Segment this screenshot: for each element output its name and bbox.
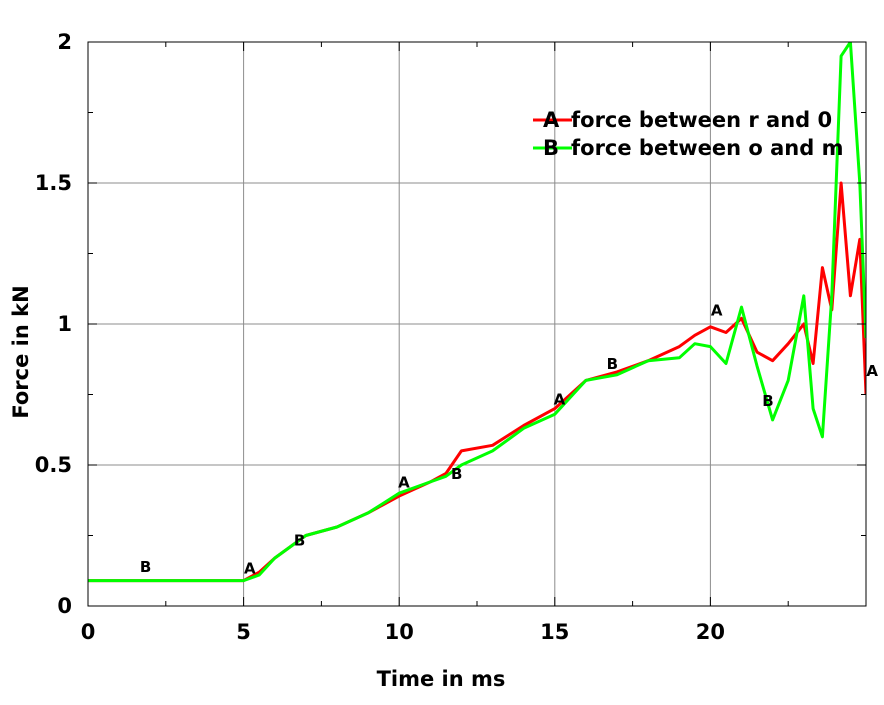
series-layer	[88, 42, 866, 583]
legend-label: force between r and 0	[571, 108, 832, 132]
y-tick-label: 1	[57, 312, 72, 336]
series-marker-label: A	[866, 362, 878, 380]
series-marker-label: A	[554, 390, 566, 408]
grid	[88, 42, 866, 606]
legend-marker: B	[543, 136, 559, 160]
y-tick-label: 0.5	[35, 453, 72, 477]
series-marker-label: B	[294, 531, 305, 549]
series-marker-label: A	[398, 474, 410, 492]
x-axis-title: Time in ms	[377, 667, 506, 691]
series-marker-label: B	[451, 465, 462, 483]
y-tick-label: 1.5	[35, 171, 72, 195]
series-marker-label: A	[244, 560, 256, 578]
marker-labels: B A B A B A B A B A	[140, 302, 879, 578]
x-tick-label: 10	[385, 620, 414, 644]
y-tick-label: 0	[57, 594, 72, 618]
x-tick-label: 15	[540, 620, 569, 644]
y-tick-labels: 0 0.5 1 1.5 2	[35, 30, 72, 618]
y-axis-title: Force in kN	[9, 285, 33, 418]
ticks	[87, 41, 866, 607]
x-tick-label: 0	[81, 620, 96, 644]
x-tick-label: 5	[236, 620, 251, 644]
series-marker-label: B	[607, 355, 618, 373]
series-line-b	[88, 42, 866, 583]
series-marker-label: B	[140, 558, 151, 576]
x-tick-label: 20	[696, 620, 725, 644]
legend-label: force between o and m	[571, 136, 843, 160]
y-tick-label: 2	[57, 30, 72, 54]
legend-marker: A	[543, 108, 560, 132]
x-tick-labels: 0 5 10 15 20	[81, 620, 725, 644]
series-marker-label: B	[762, 392, 773, 410]
series-marker-label: A	[711, 302, 723, 320]
